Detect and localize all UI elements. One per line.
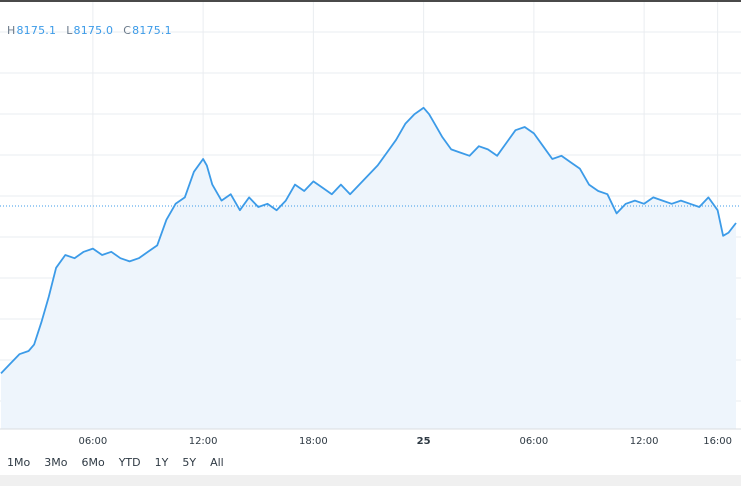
x-tick-label: 12:00 bbox=[189, 436, 218, 447]
x-tick-label: 16:00 bbox=[703, 436, 732, 447]
range-selector: 1Mo 3Mo 6Mo YTD 1Y 5Y All bbox=[0, 449, 741, 475]
legend-low-key: L bbox=[66, 24, 73, 37]
legend-close-value: 8175.1 bbox=[132, 24, 172, 37]
range-3mo-button[interactable]: 3Mo bbox=[44, 455, 68, 469]
x-tick-label: 06:00 bbox=[519, 436, 548, 447]
price-chart[interactable]: 06:00 12:00 18:00 25 06:00 12:00 16:00 bbox=[0, 2, 741, 449]
series-area bbox=[1, 107, 736, 430]
range-5y-button[interactable]: 5Y bbox=[182, 455, 197, 469]
range-6mo-button[interactable]: 6Mo bbox=[81, 455, 105, 469]
legend-high-key: H bbox=[7, 24, 16, 37]
footer-strip bbox=[0, 475, 741, 486]
x-tick-label: 06:00 bbox=[78, 436, 107, 447]
legend-low-value: 8175.0 bbox=[73, 24, 114, 37]
legend-close-key: C bbox=[123, 24, 132, 37]
legend-low: L8175.0 bbox=[66, 24, 113, 37]
range-ytd-button[interactable]: YTD bbox=[118, 455, 141, 469]
legend-high: H8175.1 bbox=[7, 24, 56, 37]
x-tick-label: 25 bbox=[417, 436, 431, 447]
range-1mo-button[interactable]: 1Mo bbox=[7, 455, 31, 469]
legend-close: C8175.1 bbox=[123, 24, 172, 37]
range-all-button[interactable]: All bbox=[210, 455, 224, 469]
x-tick-label: 12:00 bbox=[630, 436, 659, 447]
range-1y-button[interactable]: 1Y bbox=[154, 455, 169, 469]
legend-high-value: 8175.1 bbox=[16, 24, 57, 37]
ohlc-legend: H8175.1 L8175.0 C8175.1 bbox=[7, 24, 172, 37]
x-tick-label: 18:00 bbox=[299, 436, 328, 447]
top-border bbox=[0, 0, 741, 2]
series-line bbox=[0, 106, 737, 375]
